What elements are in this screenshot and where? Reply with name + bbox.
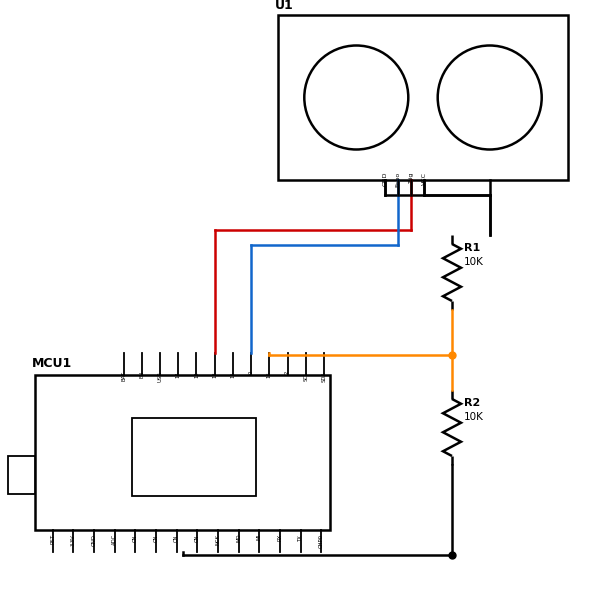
FancyBboxPatch shape xyxy=(278,15,568,180)
Text: CN: CN xyxy=(154,534,158,542)
Text: SDA: SDA xyxy=(321,371,327,382)
Text: 13: 13 xyxy=(212,371,217,378)
Text: 15: 15 xyxy=(231,371,235,378)
Text: Echo: Echo xyxy=(396,172,400,187)
Text: MI: MI xyxy=(257,534,262,540)
Text: 10K: 10K xyxy=(464,412,484,422)
Text: GND: GND xyxy=(382,172,387,186)
Text: 14: 14 xyxy=(176,371,181,378)
Text: TX: TX xyxy=(298,534,303,541)
FancyBboxPatch shape xyxy=(8,455,35,494)
Text: EN: EN xyxy=(139,371,144,378)
Text: U1: U1 xyxy=(275,0,294,12)
Text: NCK: NCK xyxy=(215,534,221,545)
Text: BAT: BAT xyxy=(121,371,126,381)
Text: 0: 0 xyxy=(248,371,254,375)
Text: MCU1: MCU1 xyxy=(32,357,72,370)
Text: R2: R2 xyxy=(464,398,480,408)
Text: RST: RST xyxy=(50,534,55,544)
FancyBboxPatch shape xyxy=(35,375,330,530)
Text: VCC: VCC xyxy=(422,172,426,185)
Text: 2: 2 xyxy=(285,371,290,375)
Text: R1: R1 xyxy=(464,243,480,253)
Text: GND: GND xyxy=(91,534,97,546)
Text: USR: USR xyxy=(158,371,162,382)
Text: ADC: ADC xyxy=(112,534,117,545)
Text: CN: CN xyxy=(195,534,200,542)
Text: Trig: Trig xyxy=(409,172,413,183)
Text: SCL: SCL xyxy=(304,371,308,381)
Text: CN: CN xyxy=(174,534,179,542)
Text: 10K: 10K xyxy=(464,257,484,267)
FancyBboxPatch shape xyxy=(132,418,256,496)
Text: CN: CN xyxy=(133,534,138,542)
Text: 16: 16 xyxy=(267,371,272,378)
Text: MO: MO xyxy=(236,534,241,542)
Text: 12: 12 xyxy=(194,371,199,378)
Text: RX: RX xyxy=(278,534,282,541)
Text: 3.3V: 3.3V xyxy=(71,534,76,546)
Text: CHP0: CHP0 xyxy=(318,534,324,548)
